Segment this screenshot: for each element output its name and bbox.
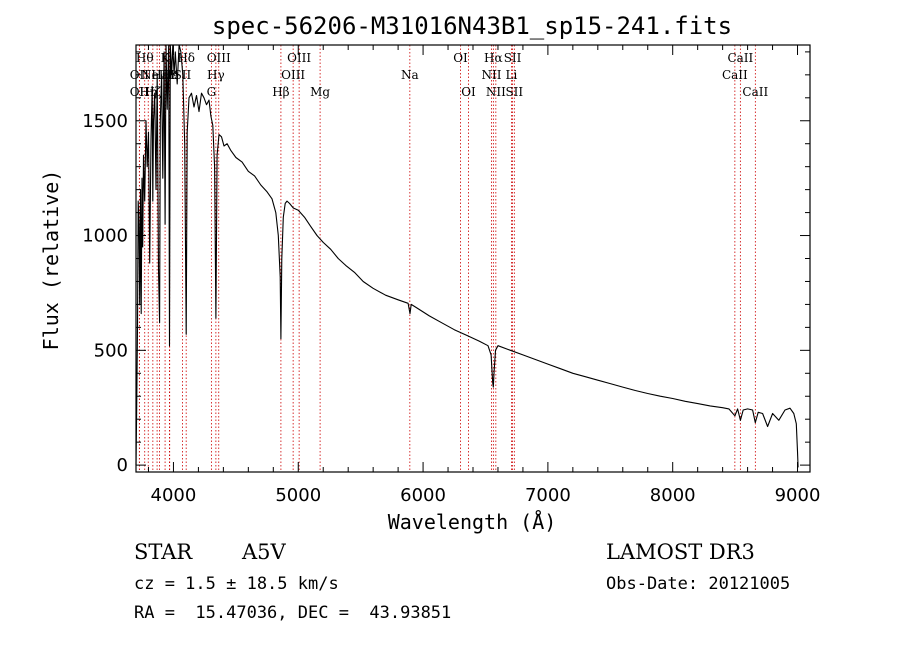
survey-name: LAMOST DR3 xyxy=(606,540,755,564)
emission-line-labels: OIIOIIHθHηHζNeIIIHεKHHεSIIHδGHγOIIIHβOII… xyxy=(130,51,769,99)
line-label: Hδ xyxy=(177,51,195,65)
plot-frame xyxy=(135,44,811,473)
x-axis-label: Wavelength (Å) xyxy=(388,510,557,534)
x-tick-label: 7000 xyxy=(525,485,571,506)
line-label: OII xyxy=(130,85,150,99)
line-label: Na xyxy=(401,68,419,82)
line-label: Hα xyxy=(484,51,503,65)
chart-title: spec-56206-M31016N43B1_sp15-241.fits xyxy=(212,12,732,40)
line-label: OIII xyxy=(281,68,305,82)
line-label: Mg xyxy=(310,85,330,99)
line-label: H xyxy=(164,68,174,82)
line-label: OIII xyxy=(207,51,231,65)
x-tick-label: 8000 xyxy=(650,485,696,506)
line-label: Hζ xyxy=(144,85,161,99)
line-label: OI xyxy=(461,85,476,99)
x-tick-label: 9000 xyxy=(775,485,821,506)
line-label: Li xyxy=(506,68,518,82)
line-label: Hγ xyxy=(207,68,225,82)
line-label: OI xyxy=(453,51,468,65)
line-label: Hβ xyxy=(272,85,289,99)
line-label: Hθ xyxy=(136,51,154,65)
line-label: OIII xyxy=(287,51,311,65)
line-label: SII xyxy=(504,51,522,65)
x-tick-label: 5000 xyxy=(275,485,321,506)
line-label: CaII xyxy=(722,68,748,82)
line-label: CaII xyxy=(742,85,768,99)
line-label: SII xyxy=(505,85,523,99)
y-tick-label: 1500 xyxy=(82,111,128,132)
spectrum-line xyxy=(135,44,799,468)
x-tick-label: 6000 xyxy=(400,485,446,506)
line-label: NII xyxy=(481,68,501,82)
axis-ticks: 4000 5000 6000 7000 8000 9000 0 500 1000 1500 xyxy=(82,45,820,506)
line-label: NII xyxy=(486,85,506,99)
x-tick-label: 4000 xyxy=(151,485,197,506)
y-tick-label: 500 xyxy=(94,340,128,361)
line-label: G xyxy=(207,85,217,99)
y-tick-label: 0 xyxy=(117,455,128,476)
line-label: CaII xyxy=(727,51,753,65)
y-tick-label: 1000 xyxy=(82,226,128,247)
redshift-cz: cz = 1.5 ± 18.5 km/s xyxy=(134,574,339,594)
obs-date: Obs-Date: 20121005 xyxy=(606,574,791,594)
emission-line-markers xyxy=(138,45,756,472)
ra-dec: RA = 15.47036, DEC = 43.93851 xyxy=(134,603,452,623)
y-axis-label: Flux (relative) xyxy=(39,170,63,351)
object-type: STAR xyxy=(134,540,193,564)
spectral-subclass: A5V xyxy=(242,540,286,564)
